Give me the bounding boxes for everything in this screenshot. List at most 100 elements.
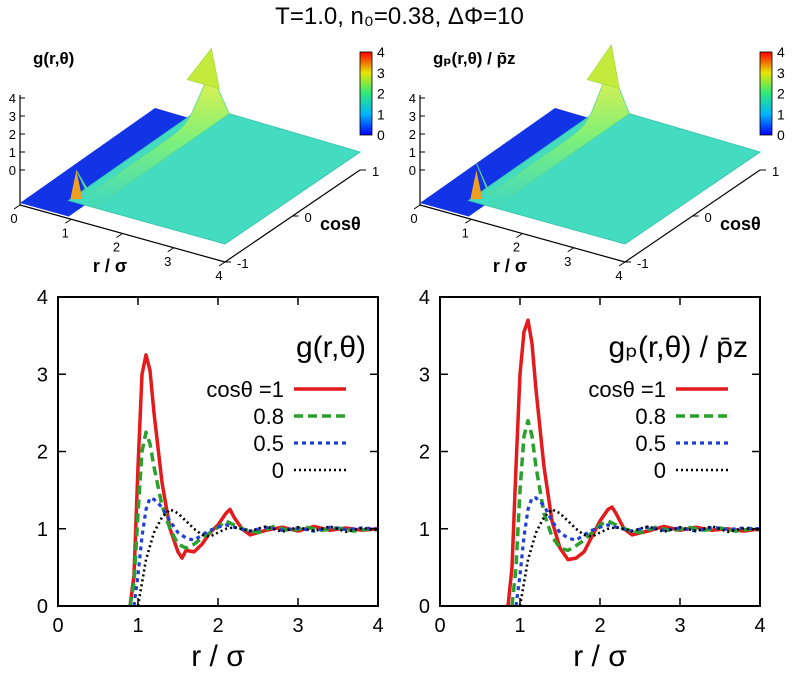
x-tick-label: 0 <box>52 615 63 637</box>
r-tick-label: 0 <box>10 211 17 226</box>
r-tick-label: 0 <box>410 211 417 226</box>
r-tick-label: 2 <box>513 240 520 255</box>
surface-peak <box>586 43 620 90</box>
y-tick-label: 2 <box>37 442 48 464</box>
y-tick-label: 4 <box>37 287 48 309</box>
x-tick-label: 1 <box>132 615 143 637</box>
legend-label: 0.8 <box>253 404 284 429</box>
r-tick-mark <box>618 261 626 267</box>
z-tick-label: 1 <box>9 145 16 160</box>
surface-peak <box>186 47 220 90</box>
r-tick-label: 1 <box>62 225 69 240</box>
r-tick-label: 3 <box>564 254 571 269</box>
colorbar-tick-label: 4 <box>377 44 385 60</box>
y-tick-label: 3 <box>37 364 48 386</box>
r-tick-mark <box>167 247 175 253</box>
surface-x-label: r / σ <box>493 256 527 276</box>
series-line-2 <box>128 430 379 607</box>
r-tick-mark <box>567 247 575 253</box>
r-tick-label: 2 <box>113 240 120 255</box>
legend-label: 0 <box>272 458 284 483</box>
colorbar-tick-label: 4 <box>777 44 785 60</box>
colorbar-tick-label: 0 <box>377 127 385 143</box>
r-tick-label: 3 <box>164 254 171 269</box>
series-line-3 <box>132 496 379 607</box>
r-tick-mark <box>413 204 421 210</box>
surface-title: g(r,θ) <box>33 49 74 68</box>
surface-x-label: r / σ <box>93 256 127 276</box>
z-tick-label: 3 <box>9 109 16 124</box>
x-tick-label: 3 <box>674 615 685 637</box>
z-tick-label: 4 <box>9 91 16 106</box>
z-tick-label: 0 <box>409 163 416 178</box>
y-tick-label: 4 <box>419 287 430 309</box>
surface-spike <box>470 170 483 200</box>
y-tick-label: 3 <box>419 364 430 386</box>
colorbar-tick-label: 1 <box>777 106 785 122</box>
figure-title: T=1.0, n₀=0.38, ΔΦ=10 <box>275 3 524 30</box>
colorbar-tick-label: 3 <box>777 65 785 81</box>
r-tick-mark <box>64 218 72 224</box>
cos-tick-label: 0 <box>305 210 312 225</box>
legend-label: cosθ =1 <box>588 377 666 402</box>
z-tick-label: 2 <box>9 127 16 142</box>
colorbar <box>759 51 773 136</box>
r-tick-label: 4 <box>215 268 222 283</box>
y-tick-label: 0 <box>419 596 430 618</box>
cos-tick-label: -1 <box>237 256 249 271</box>
r-tick-mark <box>13 204 21 210</box>
legend-label: 0.8 <box>635 404 666 429</box>
panel-title: g(r,θ) <box>296 331 366 364</box>
legend-label: cosθ =1 <box>206 377 284 402</box>
r-tick-mark <box>464 218 472 224</box>
surface-sheet <box>67 105 362 245</box>
excluded-region <box>420 108 604 217</box>
z-tick-label: 3 <box>409 109 416 124</box>
line-chart-2: 0 1 2 3 4 0 1 2 3 4 r / σ gₚ(r,θ) / p̄z cosθ =10.80.… <box>419 287 766 673</box>
x-tick-label: 4 <box>754 615 765 637</box>
series-line-2 <box>510 418 761 607</box>
z-tick-label: 1 <box>409 145 416 160</box>
series-line-3 <box>514 496 761 607</box>
y-tick-label: 2 <box>419 442 430 464</box>
r-tick-label: 1 <box>462 225 469 240</box>
r-tick-mark <box>516 233 523 238</box>
z-tick-label: 2 <box>409 127 416 142</box>
x-tick-label: 4 <box>372 615 383 637</box>
cos-tick-label: 0 <box>705 210 712 225</box>
legend-label: 0 <box>654 458 666 483</box>
surface-y-label: cosθ <box>720 214 761 234</box>
cos-tick-label: -1 <box>637 256 649 271</box>
colorbar-tick-label: 1 <box>377 106 385 122</box>
series-line-4 <box>518 508 761 607</box>
y-tick-label: 1 <box>37 519 48 541</box>
r-tick-mark <box>116 233 123 238</box>
surface-y-label: cosθ <box>320 214 361 234</box>
y-tick-label: 0 <box>37 596 48 618</box>
z-tick-label: 0 <box>9 163 16 178</box>
excluded-region <box>20 108 204 217</box>
z-tick-label: 4 <box>409 91 416 106</box>
surface-plot-1: 0 1 2 3 4 -1 0 1 0 1 2 3 4 r / σ cosθ g(r,θ) 0 1 2 3 4 <box>9 44 385 283</box>
x-axis-label: r / σ <box>573 640 627 673</box>
cos-tick-label: 1 <box>772 164 779 179</box>
surface-title: gₚ(r,θ) / p̄z <box>433 49 516 68</box>
surface-sheet <box>467 105 762 245</box>
series-line-4 <box>136 508 379 607</box>
colorbar <box>359 51 373 136</box>
legend-label: 0.5 <box>635 431 666 456</box>
colorbar-tick-label: 2 <box>377 86 385 102</box>
colorbar-tick-label: 3 <box>377 65 385 81</box>
cos-tick-label: 1 <box>372 164 379 179</box>
x-tick-label: 2 <box>212 615 223 637</box>
x-tick-label: 1 <box>514 615 525 637</box>
surface-plot-2: 0 1 2 3 4 -1 0 1 0 1 2 3 4 r / σ cosθ gₚ(r,θ) / p̄z 0 1 2 3… <box>409 43 785 283</box>
x-tick-label: 2 <box>594 615 605 637</box>
surface-spike <box>70 170 83 200</box>
colorbar-tick-label: 2 <box>777 86 785 102</box>
y-tick-label: 1 <box>419 519 430 541</box>
